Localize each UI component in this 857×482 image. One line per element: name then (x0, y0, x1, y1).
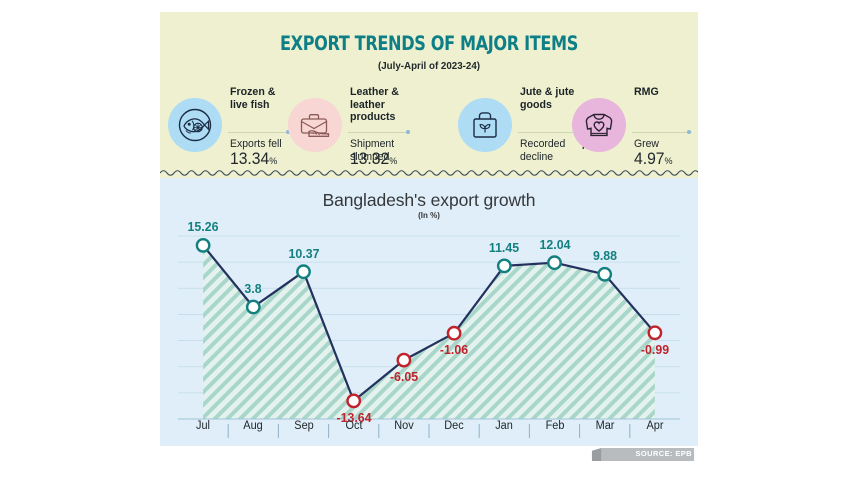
chart-value-label-feb: 12.04 (539, 236, 570, 252)
chart-point-jul[interactable] (195, 238, 211, 253)
chart-point-aug[interactable] (245, 299, 261, 315)
chart-point-sep[interactable] (296, 264, 311, 280)
card-leather-products: Leather & leather products Shipment slum… (288, 86, 438, 172)
chart-value-label-sep: 10.37 (288, 245, 319, 261)
card-value-unit: % (389, 156, 398, 167)
chart-point-jan[interactable] (496, 258, 512, 274)
page-subtitle: (July-April of 2023-24) (377, 60, 481, 72)
chart-month-label-dec: Dec (444, 420, 464, 432)
chart-point-mar[interactable] (597, 266, 613, 282)
source-name: EPB (675, 449, 692, 458)
chart-month-label-mar: Mar (595, 420, 615, 432)
card-description-line1: Recorded (520, 138, 566, 150)
chart-point-apr[interactable] (647, 325, 663, 341)
source-ribbon (591, 448, 695, 461)
chart-subtitle: (In %) (418, 211, 440, 220)
card-connector-line (632, 132, 692, 133)
chart-month-label-nov: Nov (394, 420, 414, 432)
card-icon-circle (572, 98, 626, 152)
wave-divider (160, 170, 698, 176)
chart-month-label-sep: Sep (293, 420, 314, 432)
card-description: Recorded decline (520, 138, 565, 163)
card-connector-line (228, 132, 288, 133)
card-rmg: RMG Grew 4.97% (572, 86, 692, 172)
chart-point-nov[interactable] (396, 352, 412, 368)
chart-value-label-jan: 11.45 (489, 239, 520, 255)
chart-value-label-apr: -0.99 (640, 341, 669, 357)
card-value-unit: % (664, 156, 673, 167)
card-frozen-live-fish: Frozen & live fish Exports fell 13.34% (168, 86, 298, 172)
infographic-frame: EXPORT TRENDS OF MAJOR ITEMS (July-April… (160, 12, 698, 472)
source-label: SOURCE: EPB (636, 449, 693, 458)
card-value-unit: % (269, 156, 278, 167)
card-value-number: 13.34 (230, 150, 270, 168)
chart-value-label-dec: -1.06 (440, 342, 469, 358)
chart-month-label-oct: Oct (345, 420, 363, 432)
card-value: 4.97% (634, 150, 673, 169)
card-title: Frozen & live fish (230, 86, 276, 111)
chart-point-oct[interactable] (346, 393, 362, 409)
card-icon-circle (288, 98, 342, 152)
briefcase-shoe-icon (300, 114, 330, 137)
chart-point-dec[interactable] (446, 325, 462, 341)
chart-point-feb[interactable] (547, 255, 562, 271)
chart-value-label-oct: -13.64 (336, 409, 372, 425)
bottom-strip: SOURCE: EPB (160, 446, 698, 472)
fish-on-plate-icon (178, 108, 212, 142)
chart-month-label-apr: Apr (646, 420, 664, 432)
chart-line (202, 244, 656, 402)
chart-value-label-nov: -6.05 (389, 369, 418, 385)
card-connector-line (518, 132, 578, 133)
card-title: RMG (634, 86, 659, 98)
chart-month-label-jan: Jan (495, 420, 514, 432)
chart-title: Bangladesh's export growth (322, 190, 536, 210)
chart-month-label-jul: Jul (196, 420, 211, 432)
card-value-number: 13.32 (350, 150, 390, 168)
top-section: EXPORT TRENDS OF MAJOR ITEMS (July-April… (160, 12, 698, 178)
card-title: Jute & jute goods (520, 86, 575, 111)
item-cards: Frozen & live fish Exports fell 13.34% (160, 86, 698, 172)
chart-axis-ticks (227, 424, 631, 438)
jute-bag-icon (473, 112, 497, 138)
card-connector-line (348, 132, 408, 133)
chart-value-label-aug: 3.8 (244, 281, 262, 296)
chart-section: Bangladesh's export growth (In %) 15.26 3… (160, 178, 698, 446)
card-icon-circle (458, 98, 512, 152)
chart-area-fill (203, 245, 655, 419)
card-description: Grew (634, 138, 659, 150)
sweater-heart-icon (585, 113, 613, 137)
chart-value-label-mar: 9.88 (592, 248, 617, 264)
card-connector-dot (687, 130, 691, 134)
chart-month-label-aug: Aug (243, 420, 264, 432)
card-title: Leather & leather products (350, 86, 399, 123)
card-value-number: 4.97 (634, 150, 665, 168)
card-connector-dot (406, 130, 410, 134)
chart-markers (195, 238, 663, 409)
page-title: EXPORT TRENDS OF MAJOR ITEMS (279, 32, 578, 55)
source-prefix: SOURCE: (635, 449, 673, 458)
card-value: 13.32% (350, 150, 397, 169)
card-icon-circle (168, 98, 222, 152)
card-description: Shipment slumped (350, 138, 395, 163)
card-description: Exports fell (230, 138, 282, 150)
card-value: 13.34% (230, 150, 277, 169)
card-description-line2: decline (520, 150, 554, 163)
export-growth-line-chart (178, 235, 680, 438)
chart-month-label-feb: Feb (545, 420, 564, 432)
chart-value-label-jul: 15.26 (187, 219, 219, 235)
